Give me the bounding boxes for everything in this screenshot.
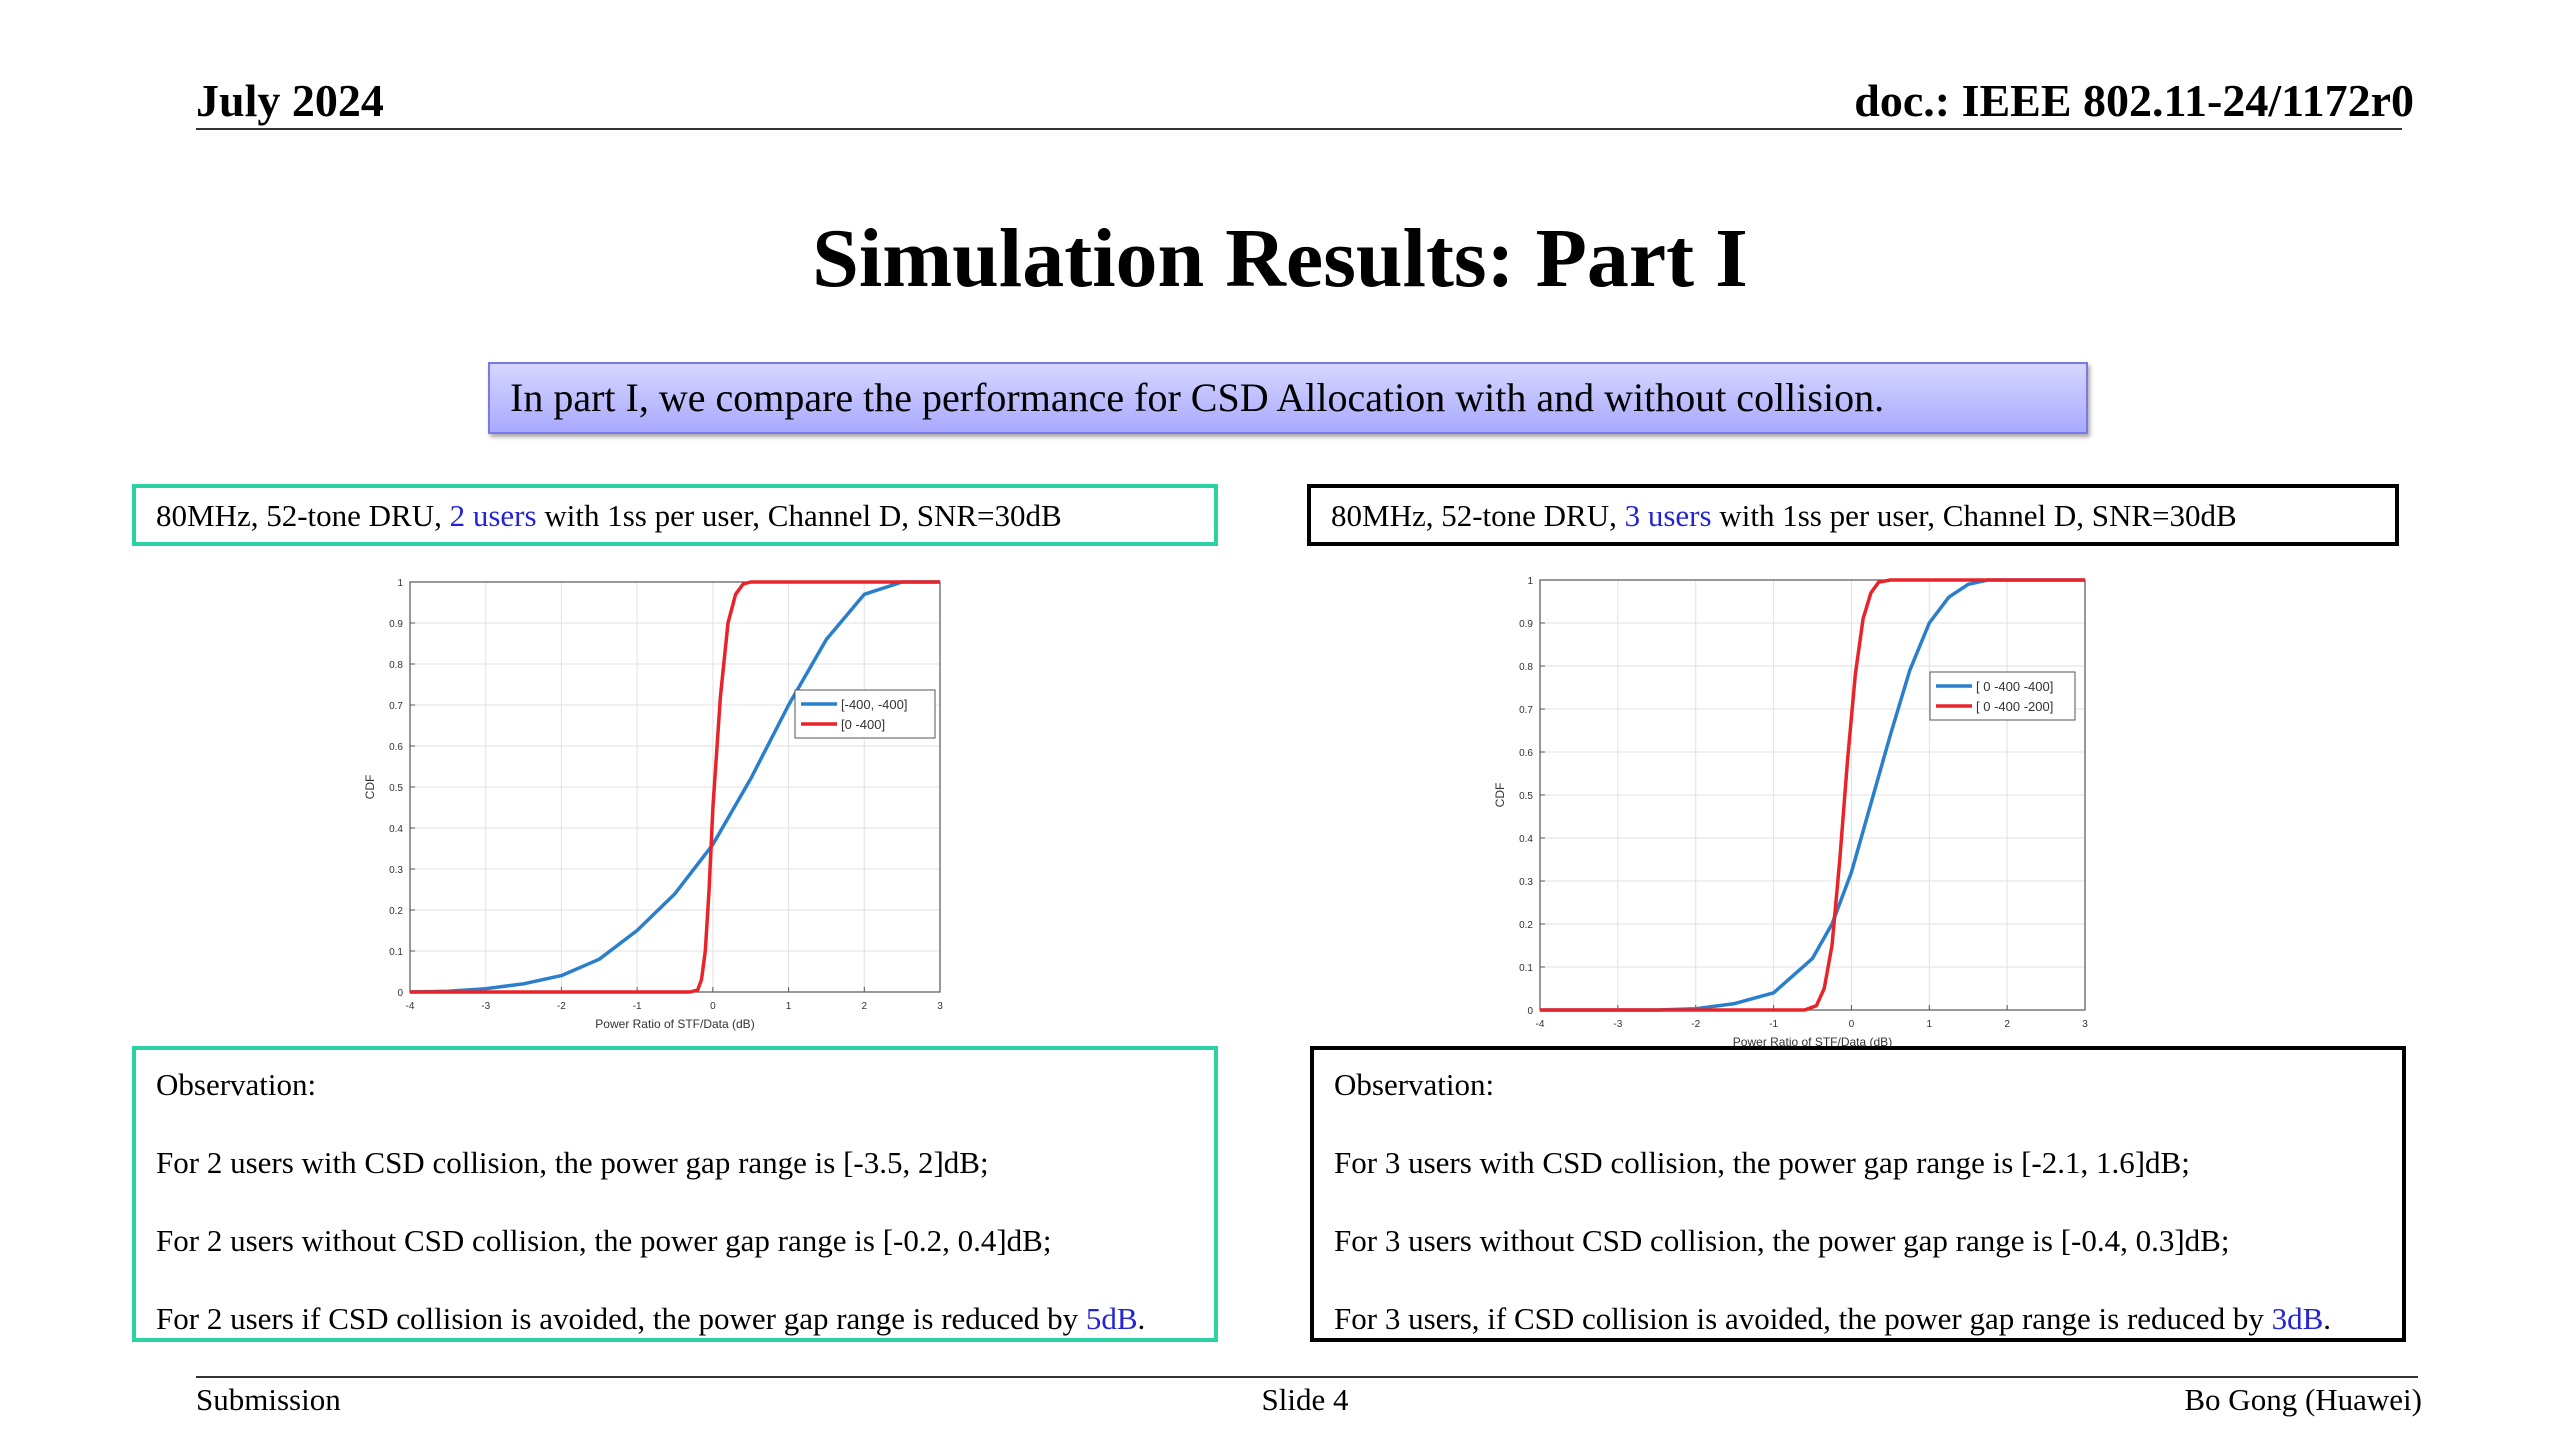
- left-config-box: 80MHz, 52-tone DRU, 2 users with 1ss per…: [132, 484, 1218, 546]
- legend-box: [1929, 671, 2076, 721]
- right-observation-period: .: [2323, 1301, 2332, 1336]
- header-divider: [196, 128, 2402, 130]
- legend-box: [794, 689, 936, 739]
- x-tick-label: 1: [1927, 1019, 1933, 1030]
- y-tick-label: 1: [397, 578, 403, 589]
- x-tick-label: -3: [481, 1001, 490, 1012]
- y-axis-label: CDF: [1493, 783, 1507, 808]
- x-tick-label: -3: [1613, 1019, 1622, 1030]
- right-config-users: 3 users: [1624, 498, 1712, 533]
- right-observation-reduction: 3dB: [2271, 1301, 2324, 1336]
- y-tick-label: 0.2: [389, 906, 403, 917]
- y-tick-label: 0.8: [1519, 662, 1533, 673]
- x-tick-label: -4: [1536, 1019, 1545, 1030]
- intro-callout: In part I, we compare the performance fo…: [488, 362, 2088, 434]
- y-tick-label: 0.1: [389, 947, 403, 958]
- left-observation-line-3: For 2 users if CSD collision is avoided,…: [156, 1294, 1194, 1372]
- x-axis-label: Power Ratio of STF/Data (dB): [1733, 1035, 1892, 1046]
- x-axis-label: Power Ratio of STF/Data (dB): [595, 1017, 754, 1031]
- footer-author: Bo Gong (Huawei): [2184, 1382, 2422, 1417]
- legend-label-2: [ 0 -400 -200]: [1976, 699, 2053, 714]
- legend-label-2: [0 -400]: [841, 717, 885, 732]
- left-observation-heading: Observation:: [156, 1067, 317, 1102]
- x-tick-label: 0: [710, 1001, 716, 1012]
- x-tick-label: -4: [406, 1001, 415, 1012]
- y-axis-label: CDF: [363, 775, 377, 800]
- legend-label-1: [ 0 -400 -400]: [1976, 679, 2053, 694]
- y-tick-label: 0.2: [1519, 920, 1533, 931]
- right-config-box: 80MHz, 52-tone DRU, 3 users with 1ss per…: [1307, 484, 2399, 546]
- footer-submission: Submission: [196, 1382, 341, 1417]
- footer-divider: [196, 1376, 2418, 1378]
- right-observation-line-1: For 3 users with CSD collision, the powe…: [1334, 1145, 2190, 1180]
- y-tick-label: 0: [1527, 1006, 1533, 1017]
- y-tick-label: 0: [397, 988, 403, 999]
- y-tick-label: 0.7: [1519, 705, 1533, 716]
- series-line-2: [1540, 578, 2085, 1012]
- left-config-text: 80MHz, 52-tone DRU,: [156, 498, 450, 533]
- y-tick-label: 0.5: [389, 783, 403, 794]
- right-cdf-chart: -4 -3 -2 -1 0 1 2 3 0 0.1 0.2 0.3 0.4 0.5 0.6 0.7 0.8 0.9…: [1493, 576, 2088, 1046]
- y-tick-label: 0.1: [1519, 963, 1533, 974]
- footer-slide-number: Slide 4: [1261, 1382, 1349, 1417]
- right-observation-heading: Observation:: [1334, 1067, 1495, 1102]
- right-observation-box: Observation: For 3 users with CSD collis…: [1310, 1046, 2406, 1342]
- y-tick-label: 1: [1527, 576, 1533, 587]
- series-line-2: [410, 580, 940, 994]
- series-line-1: [1540, 578, 2085, 1012]
- x-tick-label: -1: [633, 1001, 642, 1012]
- header-doc-id: doc.: IEEE 802.11-24/1172r0: [1854, 75, 2414, 126]
- x-tick-label: 3: [2082, 1019, 2088, 1030]
- left-observation-line-1: For 2 users with CSD collision, the powe…: [156, 1145, 989, 1180]
- y-tick-label: 0.6: [1519, 748, 1533, 759]
- y-tick-label: 0.3: [389, 865, 403, 876]
- right-observation-line-3-text: For 3 users, if CSD collision is avoided…: [1334, 1301, 2272, 1336]
- x-tick-label: -2: [1691, 1019, 1700, 1030]
- header-date: July 2024: [196, 75, 384, 126]
- y-tick-label: 0.8: [389, 660, 403, 671]
- left-observation-line-2: For 2 users without CSD collision, the p…: [156, 1223, 1052, 1258]
- y-tick-label: 0.3: [1519, 877, 1533, 888]
- y-tick-label: 0.9: [389, 619, 403, 630]
- x-tick-label: -2: [557, 1001, 566, 1012]
- right-config-rest: with 1ss per user, Channel D, SNR=30dB: [1711, 498, 2237, 533]
- right-observation-line-3: For 3 users, if CSD collision is avoided…: [1334, 1294, 2382, 1372]
- y-tick-label: 0.7: [389, 701, 403, 712]
- right-config-text: 80MHz, 52-tone DRU,: [1331, 498, 1625, 533]
- y-tick-label: 0.9: [1519, 619, 1533, 630]
- x-tick-label: 3: [937, 1001, 943, 1012]
- left-config-rest: with 1ss per user, Channel D, SNR=30dB: [536, 498, 1062, 533]
- x-tick-label: 2: [2004, 1019, 2010, 1030]
- left-cdf-chart: -4 -3 -2 -1 0 1 2 3 0 0.1 0.2 0.3 0.4 0.5 0.6 0.7 0.8 0.9…: [363, 578, 943, 1031]
- y-tick-label: 0.6: [389, 742, 403, 753]
- left-observation-box: Observation: For 2 users with CSD collis…: [132, 1046, 1218, 1342]
- y-tick-label: 0.4: [389, 824, 403, 835]
- legend-label-1: [-400, -400]: [841, 697, 908, 712]
- x-tick-label: 0: [1849, 1019, 1855, 1030]
- slide-title: Simulation Results: Part I: [812, 212, 1748, 305]
- left-observation-reduction: 5dB: [1085, 1301, 1138, 1336]
- y-tick-label: 0.4: [1519, 834, 1533, 845]
- right-observation-line-2: For 3 users without CSD collision, the p…: [1334, 1223, 2230, 1258]
- x-tick-label: 2: [862, 1001, 868, 1012]
- y-tick-label: 0.5: [1519, 791, 1533, 802]
- x-tick-label: -1: [1769, 1019, 1778, 1030]
- left-observation-line-3-text: For 2 users if CSD collision is avoided,…: [156, 1301, 1086, 1336]
- left-observation-period: .: [1137, 1301, 1146, 1336]
- x-tick-label: 1: [786, 1001, 792, 1012]
- left-config-users: 2 users: [449, 498, 537, 533]
- series-line-1: [409, 580, 940, 994]
